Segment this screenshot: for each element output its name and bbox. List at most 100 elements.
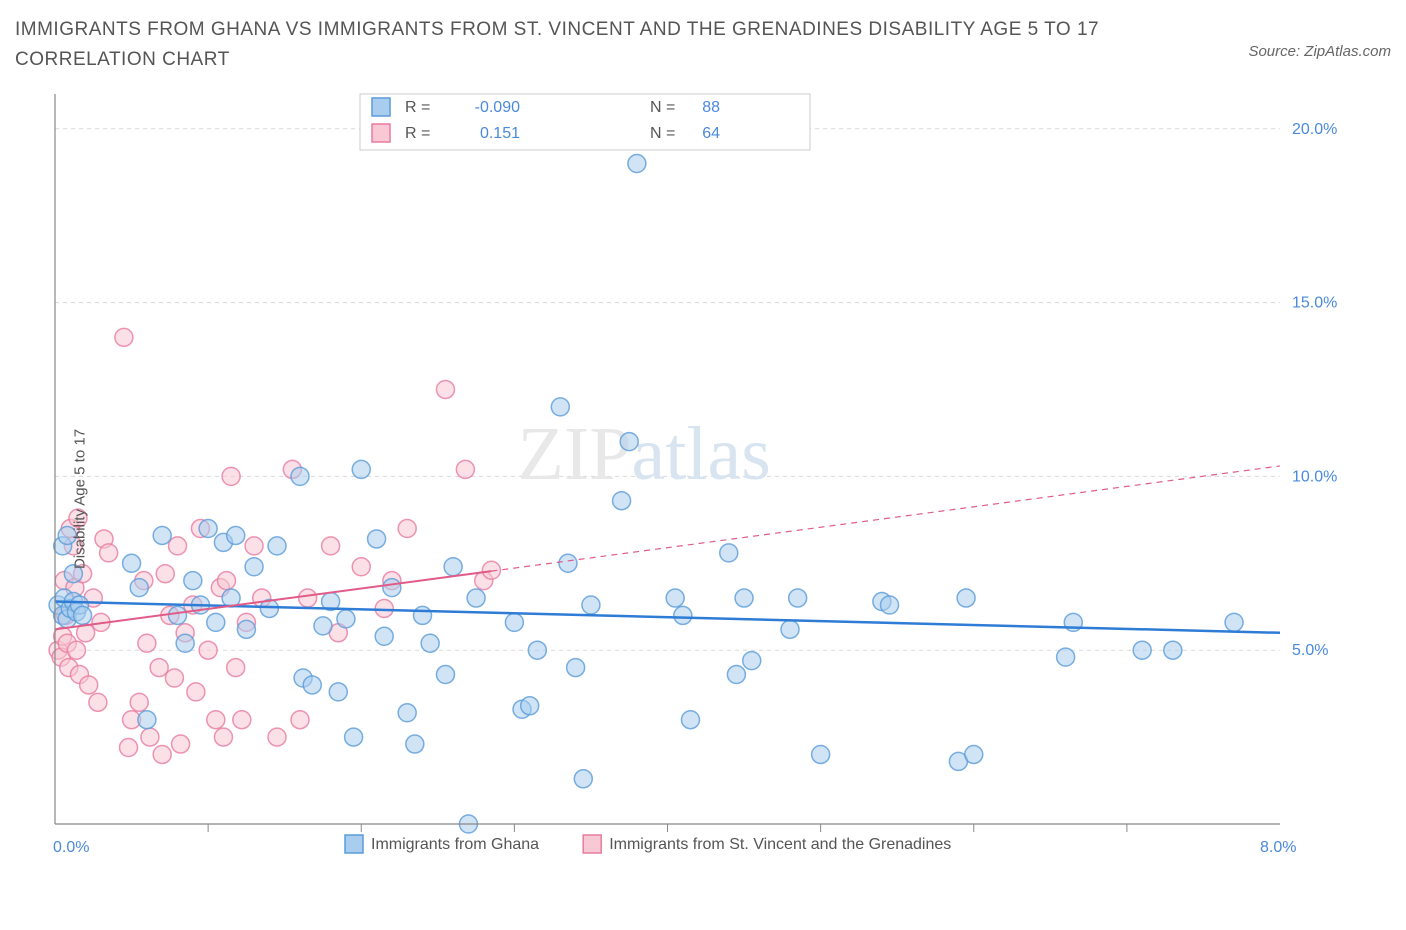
data-point-ghana xyxy=(314,617,332,635)
data-point-ghana xyxy=(169,606,187,624)
data-point-stvincent xyxy=(375,599,393,617)
data-point-ghana xyxy=(781,620,799,638)
data-point-stvincent xyxy=(233,710,251,728)
data-point-ghana xyxy=(383,578,401,596)
data-point-stvincent xyxy=(156,564,174,582)
legend-swatch xyxy=(583,835,601,853)
data-point-ghana xyxy=(574,770,592,788)
stat-n-label: N = xyxy=(650,99,675,116)
data-point-stvincent xyxy=(89,693,107,711)
data-point-ghana xyxy=(551,398,569,416)
data-point-ghana xyxy=(681,710,699,728)
legend-swatch xyxy=(345,835,363,853)
stat-n-value: 88 xyxy=(702,99,720,116)
data-point-ghana xyxy=(207,613,225,631)
data-point-ghana xyxy=(368,530,386,548)
data-point-ghana xyxy=(528,641,546,659)
data-point-ghana xyxy=(582,596,600,614)
data-point-ghana xyxy=(789,589,807,607)
data-point-ghana xyxy=(467,589,485,607)
data-point-ghana xyxy=(735,589,753,607)
data-point-ghana xyxy=(303,676,321,694)
data-point-ghana xyxy=(268,537,286,555)
data-point-stvincent xyxy=(150,658,168,676)
data-point-stvincent xyxy=(245,537,263,555)
data-point-stvincent xyxy=(218,571,236,589)
stat-r-value: -0.090 xyxy=(475,99,520,116)
data-point-stvincent xyxy=(299,589,317,607)
data-point-stvincent xyxy=(352,558,370,576)
y-tick-label: 5.0% xyxy=(1292,642,1328,659)
data-point-ghana xyxy=(414,606,432,624)
data-point-ghana xyxy=(559,554,577,572)
data-point-ghana xyxy=(957,589,975,607)
legend-swatch xyxy=(372,98,390,116)
y-tick-label: 15.0% xyxy=(1292,294,1337,311)
data-point-stvincent xyxy=(398,519,416,537)
source-citation: Source: ZipAtlas.com xyxy=(1248,43,1391,60)
legend-label: Immigrants from Ghana xyxy=(371,836,539,853)
data-point-stvincent xyxy=(165,669,183,687)
stat-r-value: 0.151 xyxy=(480,125,520,142)
stat-r-label: R = xyxy=(405,99,430,116)
data-point-stvincent xyxy=(141,728,159,746)
data-point-ghana xyxy=(1057,648,1075,666)
data-point-ghana xyxy=(74,606,92,624)
data-point-ghana xyxy=(1225,613,1243,631)
chart-container: Disability Age 5 to 17 ZIPatlas 5.0% 10.0%… xyxy=(15,84,1391,914)
data-point-ghana xyxy=(227,526,245,544)
data-point-ghana xyxy=(436,665,454,683)
data-point-ghana xyxy=(375,627,393,645)
data-point-ghana xyxy=(337,610,355,628)
legend-swatch xyxy=(372,124,390,142)
y-tick-label: 20.0% xyxy=(1292,121,1337,138)
y-axis-label: Disability Age 5 to 17 xyxy=(72,429,89,569)
data-point-stvincent xyxy=(187,683,205,701)
stat-r-label: R = xyxy=(405,125,430,142)
data-point-ghana xyxy=(505,613,523,631)
data-point-ghana xyxy=(613,491,631,509)
data-point-ghana xyxy=(329,683,347,701)
data-point-ghana xyxy=(352,460,370,478)
data-point-stvincent xyxy=(436,380,454,398)
data-point-stvincent xyxy=(199,641,217,659)
data-point-ghana xyxy=(628,154,646,172)
watermark: ZIPatlas xyxy=(518,412,771,496)
stat-n-label: N = xyxy=(650,125,675,142)
data-point-stvincent xyxy=(268,728,286,746)
data-point-stvincent xyxy=(214,728,232,746)
data-point-stvincent xyxy=(291,710,309,728)
data-point-ghana xyxy=(245,558,263,576)
data-point-stvincent xyxy=(222,467,240,485)
data-point-stvincent xyxy=(482,561,500,579)
data-point-ghana xyxy=(567,658,585,676)
data-point-ghana xyxy=(398,704,416,722)
data-point-ghana xyxy=(812,745,830,763)
data-point-stvincent xyxy=(120,738,138,756)
data-point-ghana xyxy=(965,745,983,763)
data-point-ghana xyxy=(666,589,684,607)
data-point-stvincent xyxy=(227,658,245,676)
data-point-stvincent xyxy=(100,544,118,562)
data-point-ghana xyxy=(138,710,156,728)
data-point-ghana xyxy=(237,620,255,638)
data-point-ghana xyxy=(444,558,462,576)
data-point-ghana xyxy=(176,634,194,652)
data-point-stvincent xyxy=(138,634,156,652)
x-tick-label: 8.0% xyxy=(1260,839,1296,856)
data-point-stvincent xyxy=(67,641,85,659)
data-point-ghana xyxy=(620,432,638,450)
data-point-ghana xyxy=(130,578,148,596)
data-point-ghana xyxy=(1133,641,1151,659)
data-point-stvincent xyxy=(322,537,340,555)
data-point-ghana xyxy=(720,544,738,562)
data-point-stvincent xyxy=(115,328,133,346)
data-point-ghana xyxy=(291,467,309,485)
y-tick-label: 10.0% xyxy=(1292,468,1337,485)
data-point-ghana xyxy=(184,571,202,589)
data-point-stvincent xyxy=(207,710,225,728)
data-point-ghana xyxy=(1164,641,1182,659)
data-point-stvincent xyxy=(169,537,187,555)
data-point-stvincent xyxy=(456,460,474,478)
data-point-stvincent xyxy=(153,745,171,763)
